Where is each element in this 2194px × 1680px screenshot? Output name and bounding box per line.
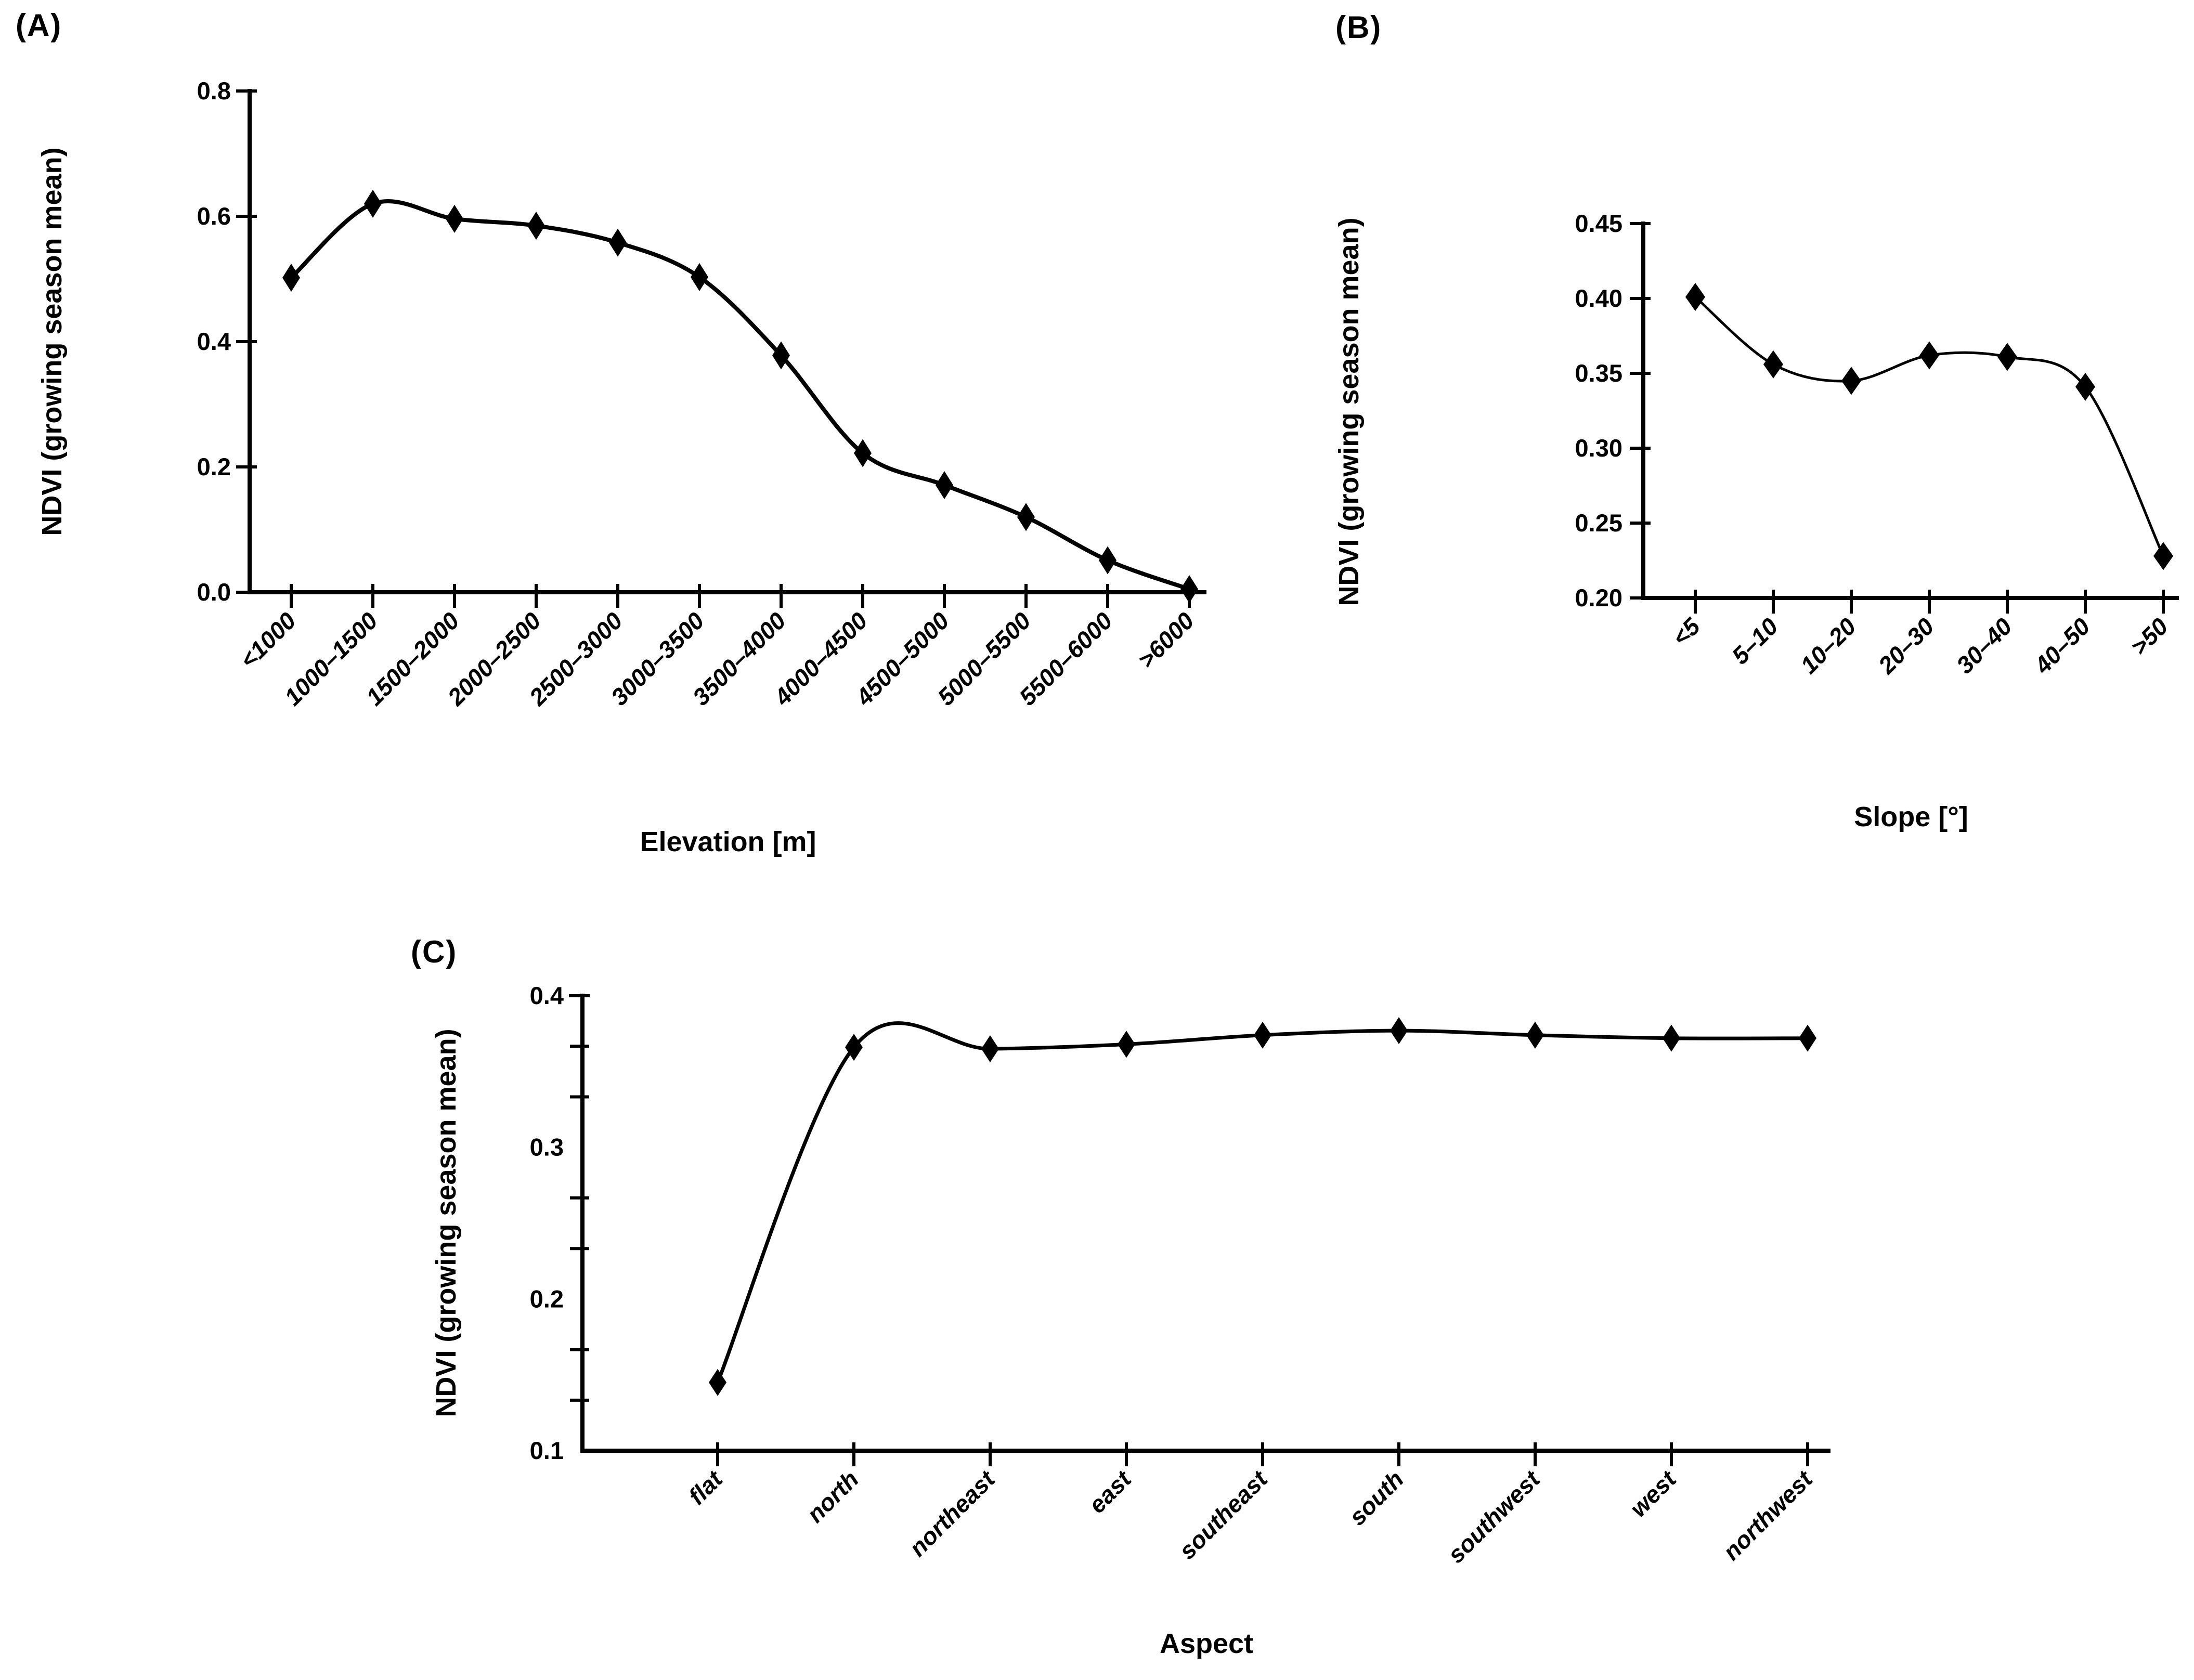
- data-point-marker: [1685, 283, 1705, 311]
- y-tick-label: 0.30: [1575, 434, 1622, 462]
- data-point-marker: [2075, 372, 2095, 401]
- data-point-marker: [1017, 503, 1035, 531]
- x-tick-label: <5: [1667, 612, 1706, 651]
- data-point-marker: [282, 264, 300, 292]
- data-point-marker: [1919, 341, 1939, 370]
- y-tick-label: 0.35: [1575, 359, 1622, 387]
- series-line: [1694, 295, 2165, 557]
- x-tick-label: south: [1344, 1465, 1409, 1530]
- y-tick-label: 0.8: [197, 77, 231, 105]
- data-point-marker: [1799, 1024, 1816, 1052]
- x-tick-label: >6000: [1133, 607, 1199, 673]
- panel-c-plot: 0.1 0.2 0.3 0.4 flat north northeast east southe…: [530, 982, 1831, 1568]
- data-point-marker: [845, 1034, 863, 1061]
- x-tick-label: >50: [2125, 613, 2173, 660]
- x-tick-label: east: [1083, 1465, 1137, 1518]
- data-point-marker: [1254, 1021, 1271, 1049]
- x-tick-label: southwest: [1442, 1465, 1546, 1568]
- x-tick-label: northwest: [1718, 1465, 1818, 1565]
- data-point-marker: [1118, 1031, 1135, 1058]
- data-point-marker: [1390, 1017, 1408, 1045]
- panel-a-plot: 0.00.20.40.60.8<10001000–15001500–200020…: [197, 77, 1206, 711]
- panel-b-plot: 0.20 0.25 0.30 0.35 0.40 0.45 <5 5–10 10–20 20–30…: [1575, 210, 2179, 679]
- data-point-marker: [772, 341, 790, 370]
- x-tick-label: 5–10: [1726, 613, 1783, 669]
- y-tick-label: 0.3: [530, 1134, 564, 1161]
- data-point-marker: [1997, 343, 2017, 371]
- x-tick-label: 40–50: [2029, 613, 2095, 679]
- data-point-marker: [1663, 1024, 1680, 1052]
- y-tick-label: 0.4: [197, 328, 231, 355]
- data-point-marker: [609, 228, 627, 257]
- data-point-marker: [1841, 367, 1861, 395]
- x-tick-label: flat: [683, 1465, 729, 1510]
- series-line: [289, 199, 1191, 591]
- data-point-marker: [527, 212, 545, 240]
- series-line: [716, 1021, 1810, 1385]
- panel-b-x-axis-title: Slope [°]: [1854, 801, 1968, 832]
- y-tick-label: 0.45: [1575, 210, 1622, 237]
- y-tick-label: 0.0: [197, 578, 231, 606]
- panel-c-x-axis-title: Aspect: [1159, 1628, 1254, 1659]
- data-point-marker: [936, 471, 953, 499]
- data-point-marker: [446, 204, 463, 233]
- data-point-marker: [1526, 1021, 1544, 1049]
- x-tick-label: north: [801, 1465, 864, 1528]
- x-tick-label: 30–40: [1951, 613, 2018, 679]
- data-point-marker: [1099, 546, 1117, 575]
- x-tick-label: southeast: [1174, 1465, 1274, 1565]
- panel-a-label: (A): [16, 8, 62, 43]
- x-tick-label: <1000: [235, 607, 301, 673]
- y-tick-label: 0.6: [197, 202, 231, 230]
- y-tick-label: 0.2: [197, 453, 231, 480]
- panel-a-x-axis-title: Elevation [m]: [640, 826, 816, 857]
- data-point-marker: [981, 1035, 999, 1063]
- x-tick-label: 10–20: [1795, 613, 1862, 679]
- data-point-marker: [2153, 542, 2173, 570]
- data-point-marker: [1763, 350, 1783, 379]
- data-point-marker: [364, 189, 382, 218]
- y-tick-label: 0.40: [1575, 284, 1622, 312]
- data-point-marker: [1180, 575, 1198, 603]
- y-tick-label: 0.1: [530, 1437, 564, 1464]
- x-tick-label: west: [1625, 1465, 1682, 1522]
- y-tick-label: 0.4: [530, 982, 564, 1009]
- data-point-marker: [691, 263, 708, 291]
- y-tick-label: 0.20: [1575, 584, 1622, 611]
- panel-b-label: (B): [1335, 10, 1382, 45]
- x-tick-label: 20–30: [1873, 613, 1939, 679]
- data-point-marker: [709, 1369, 726, 1396]
- y-tick-label: 0.2: [530, 1285, 564, 1312]
- panel-c-label: (C): [411, 934, 458, 969]
- y-tick-label: 0.25: [1575, 509, 1622, 537]
- x-tick-label: northeast: [904, 1465, 1001, 1561]
- data-point-marker: [854, 439, 872, 467]
